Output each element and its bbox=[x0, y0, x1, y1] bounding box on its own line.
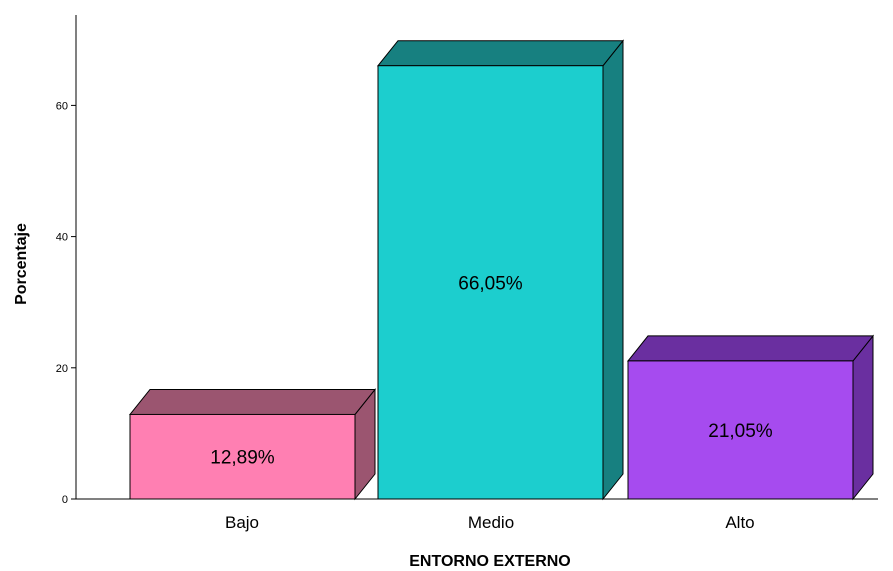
bar-side-face bbox=[602, 39, 624, 501]
data-label: 21,05% bbox=[708, 421, 773, 442]
y-tick-label: 20 bbox=[56, 363, 68, 375]
y-tick-label: 60 bbox=[56, 100, 68, 112]
bar-alto: 21,05% bbox=[626, 334, 875, 501]
x-tick-label: Medio bbox=[468, 513, 514, 532]
x-tick-label: Bajo bbox=[225, 513, 259, 532]
bar-front-face bbox=[627, 360, 854, 500]
y-axis-title: Porcentaje bbox=[13, 223, 30, 305]
bar-front-face bbox=[377, 65, 604, 500]
y-tick-label: 0 bbox=[62, 494, 68, 506]
bar-medio: 66,05% bbox=[376, 39, 625, 501]
bar-top-face bbox=[128, 388, 377, 415]
bar-side-face bbox=[852, 334, 874, 501]
bar-bajo: 12,89% bbox=[128, 388, 377, 501]
x-tick-label: Alto bbox=[725, 513, 754, 532]
bars: 12,89% 66,05% 21,05% bbox=[128, 39, 875, 501]
y-tick-label: 40 bbox=[56, 232, 68, 244]
x-axis-title: ENTORNO EXTERNO bbox=[409, 553, 571, 570]
bar-top-face bbox=[376, 40, 625, 67]
data-label: 12,89% bbox=[210, 448, 275, 469]
bar-top-face bbox=[626, 335, 875, 362]
bar-front-face bbox=[129, 413, 356, 500]
data-label: 66,05% bbox=[458, 273, 523, 294]
